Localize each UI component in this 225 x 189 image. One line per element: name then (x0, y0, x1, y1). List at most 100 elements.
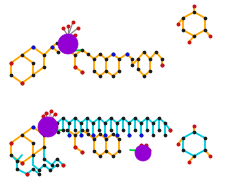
Point (40, 116, 44, 119)
Point (117, 57, 120, 60)
Point (104, 149, 107, 153)
Point (136, 67, 139, 70)
Point (125, 53, 128, 56)
Point (162, 122, 166, 125)
Point (202, 16, 206, 19)
Point (121, 129, 124, 132)
Point (80, 129, 83, 132)
Point (73, 65, 77, 68)
Point (160, 64, 163, 67)
Point (191, 125, 195, 128)
Point (9, 61, 13, 64)
Point (41, 115, 45, 118)
Point (191, 154, 195, 157)
Point (91, 133, 94, 136)
Point (31, 167, 35, 170)
Point (65, 49, 68, 52)
Point (191, 34, 195, 37)
Point (92, 70, 95, 73)
Point (41, 115, 45, 118)
Point (25, 173, 29, 176)
Point (79, 133, 82, 136)
Point (49, 109, 53, 112)
Point (104, 137, 107, 140)
Point (103, 133, 106, 136)
Point (92, 137, 95, 140)
Point (111, 74, 114, 77)
Point (136, 57, 139, 60)
Point (180, 149, 184, 152)
Point (80, 150, 83, 153)
Point (31, 61, 35, 64)
Point (42, 146, 46, 149)
Point (79, 122, 82, 125)
Point (76, 26, 79, 29)
Point (73, 146, 77, 149)
Point (117, 70, 120, 73)
Point (191, 10, 195, 13)
Circle shape (134, 145, 150, 161)
Point (37, 173, 41, 176)
Point (20, 161, 24, 164)
Point (15, 160, 19, 163)
Point (127, 133, 130, 136)
Point (103, 122, 106, 125)
Point (144, 116, 148, 119)
Point (49, 109, 53, 112)
Point (31, 46, 35, 49)
Point (144, 143, 147, 146)
Point (104, 70, 107, 73)
Point (130, 57, 133, 60)
Point (56, 50, 60, 53)
Point (20, 161, 24, 164)
Point (73, 65, 77, 68)
Point (42, 53, 46, 57)
Point (186, 160, 190, 163)
Point (142, 74, 145, 77)
Point (20, 53, 24, 57)
Point (25, 173, 29, 176)
Point (73, 116, 77, 119)
Point (9, 153, 13, 156)
Circle shape (38, 117, 58, 137)
Point (20, 81, 24, 84)
Point (65, 129, 68, 132)
Point (48, 168, 52, 171)
Point (61, 163, 65, 167)
Point (176, 22, 179, 26)
Point (151, 133, 154, 136)
Point (133, 116, 136, 119)
Point (91, 133, 94, 136)
Point (142, 50, 145, 53)
Point (103, 133, 106, 136)
Point (45, 112, 49, 115)
Point (98, 132, 101, 136)
Point (53, 112, 56, 115)
Point (73, 53, 77, 57)
Point (180, 29, 184, 32)
Point (191, 5, 195, 8)
Point (157, 116, 160, 119)
Point (37, 168, 41, 171)
Point (202, 29, 206, 32)
Point (144, 129, 148, 132)
Point (127, 122, 130, 125)
Point (42, 113, 46, 116)
Point (167, 129, 171, 132)
Point (133, 129, 136, 132)
Point (146, 149, 150, 152)
Point (61, 116, 65, 119)
Point (20, 81, 24, 84)
Point (85, 129, 88, 132)
Point (55, 163, 58, 167)
Point (160, 57, 163, 60)
Point (186, 40, 190, 43)
Point (109, 129, 112, 132)
Point (42, 157, 46, 160)
Point (56, 130, 60, 133)
Point (139, 133, 142, 136)
Point (86, 132, 89, 136)
Point (61, 163, 65, 167)
Point (73, 146, 77, 149)
Point (125, 53, 128, 56)
